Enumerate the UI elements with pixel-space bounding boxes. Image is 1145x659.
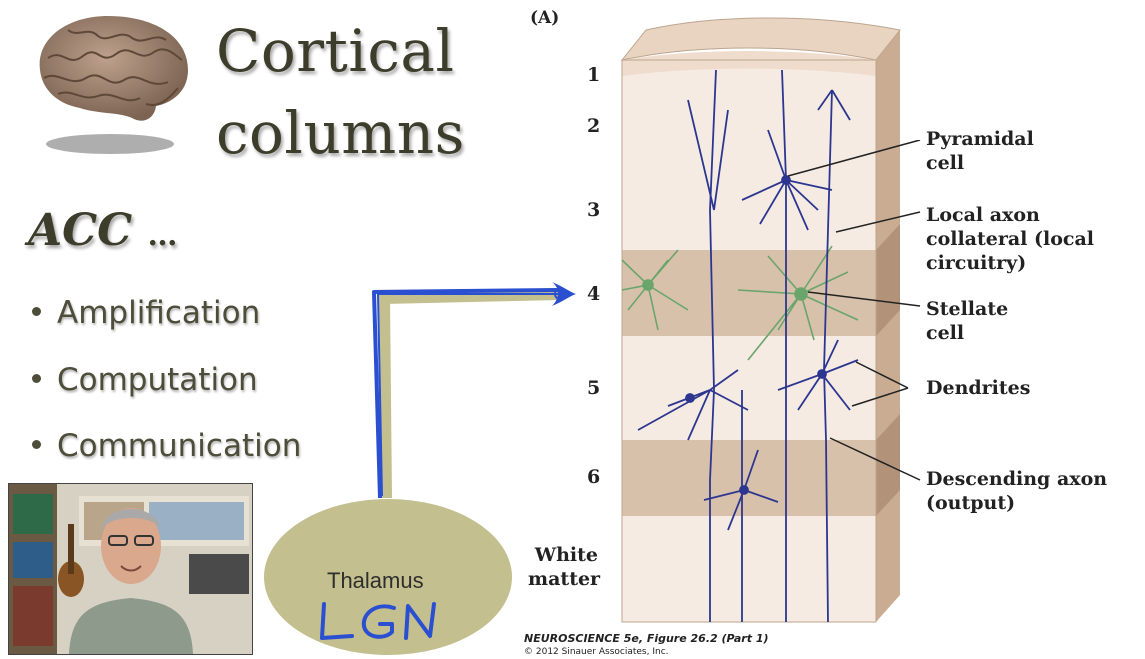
descending-line1: Descending axon [926,468,1108,490]
thalamus-label: Thalamus [327,568,424,593]
bullet-item: Communication [32,428,301,464]
descending-line2: (output) [926,491,1016,514]
acc-heading: ACC … [28,205,178,256]
thalamus-ellipse [264,499,512,655]
white-matter-line2: matter [528,567,601,590]
acc-label: ACC [28,205,133,256]
stellate-cell-label: Stellate cell [926,298,1008,346]
stellate-line2: cell [926,321,965,344]
white-matter-line1: White [534,544,598,566]
lgn-handwriting [320,602,436,640]
pyramidal-line1: Pyramidal [926,128,1034,150]
cortical-column-diagram [620,17,901,623]
bullet-text: Communication [57,428,302,464]
bullet-dot [32,440,41,449]
presenter-video[interactable] [8,483,253,655]
layer-6-label: 6 [587,466,601,488]
stellate-neuron-group [621,245,859,361]
dendrites-line1: Dendrites [926,377,1031,399]
figure-caption: NEUROSCIENCE 5e, Figure 26.2 (Part 1) [524,632,769,645]
layer-5-label: 5 [587,377,601,399]
brain-icon [39,16,188,154]
person-icon [9,484,252,654]
bullet-text: Computation [57,362,258,398]
pyramidal-line2: cell [926,151,965,174]
layer-4-label: 4 [587,283,601,305]
local-axon-line1: Local axon [926,204,1040,226]
bullet-dot [32,307,41,316]
pyramidal-cell-label: Pyramidal cell [926,128,1034,176]
bullet-item: Amplification [32,295,260,331]
bullet-item: Computation [32,362,258,398]
pyramidal-neuron-group [637,69,859,623]
bullet-dot [32,374,41,383]
local-axon-line3: circuitry) [926,251,1027,274]
slide-title-line1: Cortical [216,17,455,85]
descending-axon-label: Descending axon (output) [926,468,1107,516]
bullet-text: Amplification [57,295,261,331]
slide-title-line2: columns [216,99,465,167]
callout-lines [787,140,921,481]
layer-2-label: 2 [587,115,601,137]
layer-1-label: 1 [587,64,601,86]
thalamus-to-layer4-arrow [372,282,576,499]
panel-label: (A) [530,8,560,28]
stellate-line1: Stellate [926,298,1009,320]
dendrites-label: Dendrites [926,377,1030,401]
figure-copyright: © 2012 Sinauer Associates, Inc. [524,647,669,657]
acc-suffix: … [147,218,178,253]
layer-3-label: 3 [587,199,601,221]
white-matter-label: White matter [528,544,601,592]
local-axon-label: Local axon collateral (local circuitry) [926,204,1094,275]
local-axon-line2: collateral (local [926,227,1094,250]
